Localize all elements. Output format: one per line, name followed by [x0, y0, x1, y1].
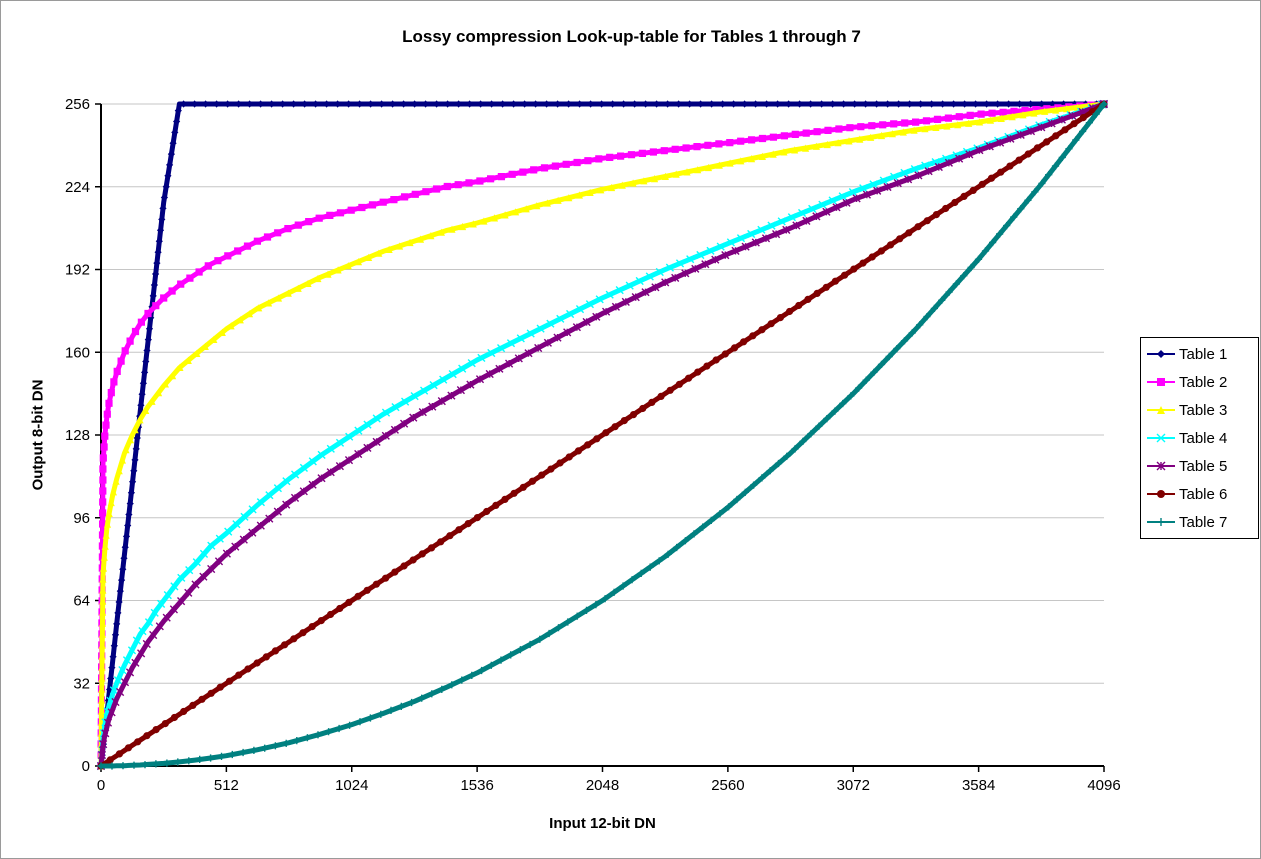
legend-item-table-1: Table 1 [1141, 340, 1258, 368]
legend-item-table-5: Table 5 [1141, 452, 1258, 480]
legend-label-table-5: Table 5 [1179, 457, 1228, 475]
series-markers-table-6 [97, 100, 1108, 770]
y-tick-label: 32 [73, 675, 90, 692]
legend-marker-table-1 [1147, 350, 1175, 358]
legend-label-table-3: Table 3 [1179, 401, 1228, 419]
x-tick-label: 512 [214, 777, 239, 794]
x-tick-label: 2048 [586, 777, 619, 794]
y-tick-label: 256 [65, 96, 90, 113]
legend-marker-table-5 [1147, 461, 1175, 471]
y-tick-label: 224 [65, 179, 90, 196]
x-tick-label: 0 [97, 777, 105, 794]
legend: Table 1 Table 2 Table 3 Table 4 Table 5 Table… [1140, 337, 1259, 539]
legend-label-table-6: Table 6 [1179, 485, 1228, 503]
y-tick-label: 192 [65, 262, 90, 279]
legend-item-table-6: Table 6 [1141, 480, 1258, 508]
x-tick-label: 2560 [711, 777, 744, 794]
y-tick-label: 128 [65, 427, 90, 444]
legend-marker-table-2 [1147, 378, 1175, 386]
legend-item-table-2: Table 2 [1141, 368, 1258, 396]
series-markers-table-3 [97, 100, 1108, 770]
legend-item-table-4: Table 4 [1141, 424, 1258, 452]
y-tick-label: 64 [73, 593, 90, 610]
y-tick-label: 0 [82, 758, 90, 775]
x-tick-label: 1536 [460, 777, 493, 794]
y-tick-label: 96 [73, 510, 90, 527]
legend-marker-table-6 [1147, 490, 1175, 498]
series-markers-table-7 [97, 100, 1108, 770]
x-axis-title: Input 12-bit DN [549, 815, 656, 832]
y-tick-label: 160 [65, 344, 90, 361]
chart-title: Lossy compression Look-up-table for Tabl… [402, 27, 861, 46]
legend-label-table-2: Table 2 [1179, 373, 1228, 391]
legend-item-table-3: Table 3 [1141, 396, 1258, 424]
x-tick-label: 4096 [1087, 777, 1120, 794]
legend-label-table-1: Table 1 [1179, 345, 1228, 363]
x-tick-label: 1024 [335, 777, 368, 794]
legend-label-table-4: Table 4 [1179, 429, 1228, 447]
legend-marker-table-3 [1147, 406, 1175, 414]
legend-label-table-7: Table 7 [1179, 513, 1228, 531]
legend-item-table-7: Table 7 [1141, 508, 1258, 536]
x-tick-label: 3072 [837, 777, 870, 794]
legend-marker-table-7 [1147, 518, 1175, 526]
legend-marker-table-4 [1147, 433, 1175, 443]
x-tick-label: 3584 [962, 777, 995, 794]
